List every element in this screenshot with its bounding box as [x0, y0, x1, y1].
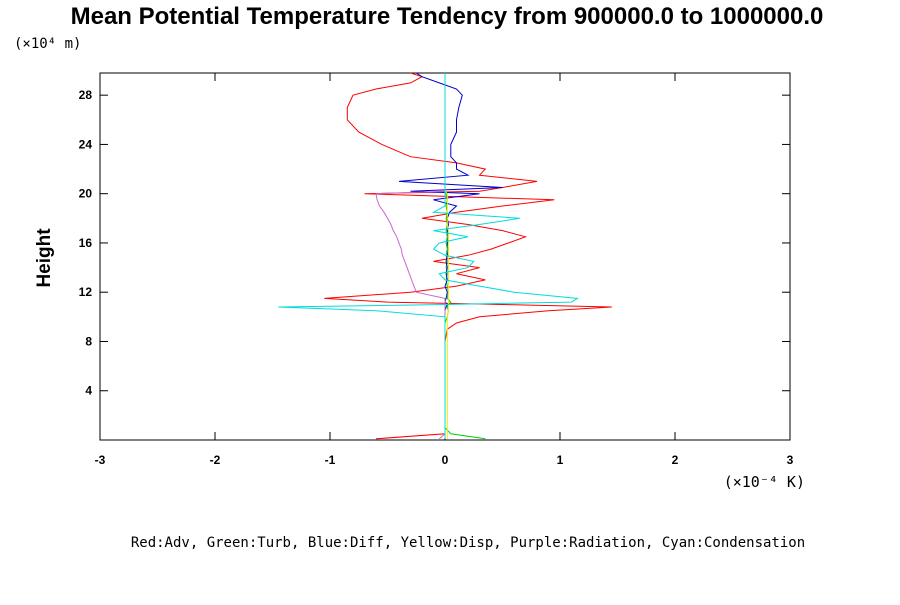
x-tick-label: 3 — [787, 453, 794, 467]
profile-line — [324, 72, 612, 440]
y-unit: (×10⁴ m) — [14, 36, 81, 52]
x-tick-label: 2 — [672, 453, 679, 467]
y-tick-label: 8 — [85, 334, 92, 348]
x-tick-label: -1 — [325, 453, 336, 467]
x-tick-label: -2 — [210, 453, 221, 467]
x-unit: (×10⁻⁴ K) — [724, 473, 805, 491]
x-tick-label: -3 — [95, 453, 106, 467]
y-tick-label: 16 — [79, 236, 93, 250]
y-tick-label: 20 — [79, 187, 93, 201]
x-tick-label: 1 — [557, 453, 564, 467]
legend: Red:Adv, Green:Turb, Blue:Diff, Yellow:D… — [131, 535, 805, 551]
y-tick-label: 24 — [79, 137, 93, 151]
y-axis-label: Height — [34, 228, 55, 288]
y-tick-label: 12 — [79, 285, 93, 299]
y-tick-label: 28 — [79, 88, 93, 102]
x-tick-label: 0 — [442, 453, 449, 467]
chart-title: Mean Potential Temperature Tendency from… — [71, 3, 824, 30]
y-tick-label: 4 — [85, 384, 92, 398]
profile-line — [278, 73, 579, 439]
